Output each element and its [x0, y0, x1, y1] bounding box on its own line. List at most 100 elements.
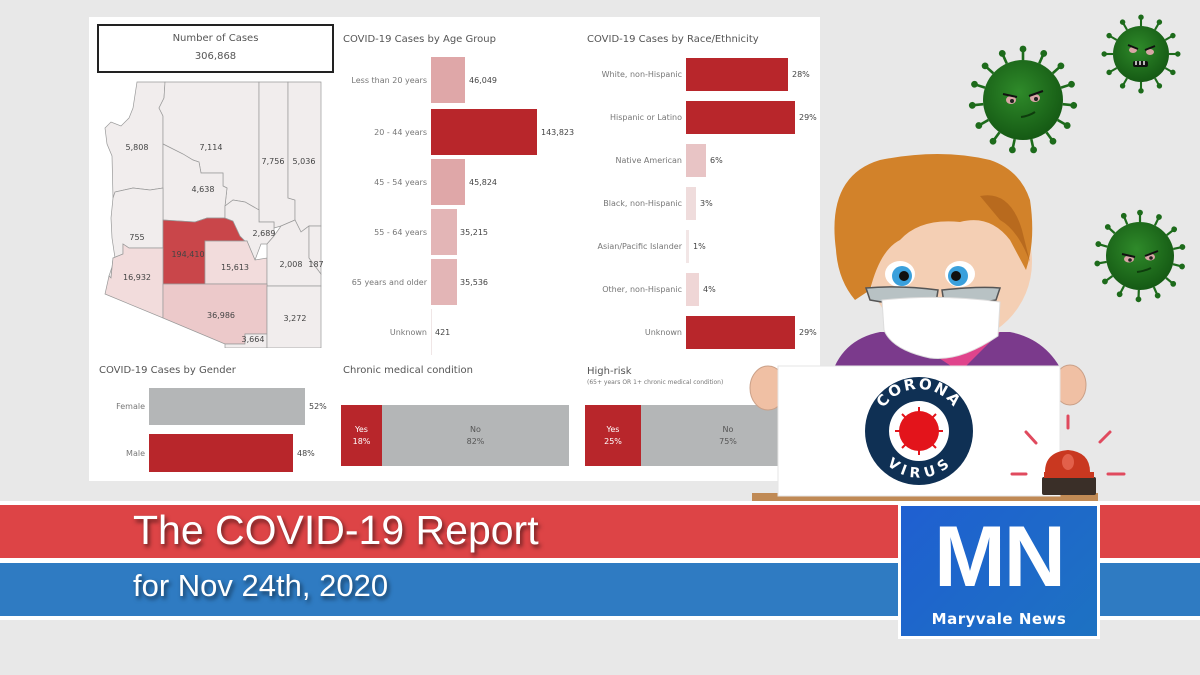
- race-row-label: Hispanic or Latino: [609, 113, 682, 122]
- banner-divider: [0, 558, 1200, 563]
- gender-row-value: 52%: [309, 402, 327, 411]
- gender-row-label: Female: [116, 402, 145, 411]
- highrisk-no-label: No: [722, 424, 734, 434]
- age-row[interactable]: 55 - 64 years 35,215: [374, 209, 631, 255]
- covid-dashboard: Number of Cases 306,868: [89, 17, 820, 481]
- age-row-label: Unknown: [389, 327, 427, 337]
- race-row-value: 1%: [693, 242, 706, 251]
- race-row-label: Unknown: [644, 328, 682, 337]
- chronic-yes-value: 18%: [352, 436, 371, 446]
- arizona-county-map: 5,808 7,114 7,756 5,036 4,638 755 194,41…: [95, 78, 335, 349]
- report-date: for Nov 24th, 2020: [133, 568, 389, 603]
- race-row-label: Other, non-Hispanic: [602, 285, 682, 294]
- age-row-label: 20 - 44 years: [374, 127, 427, 137]
- race-row[interactable]: Unknown 29%: [645, 316, 817, 349]
- race-row-label: Native American: [615, 156, 682, 165]
- age-row[interactable]: Unknown 421: [390, 309, 631, 355]
- gender-row[interactable]: Male 48%: [126, 434, 329, 472]
- virus-icon: [1101, 14, 1181, 94]
- chronic-yes-segment[interactable]: Yes 18%: [341, 405, 382, 466]
- gender-row-value: 48%: [297, 448, 315, 458]
- age-row[interactable]: 65 years and older 35,536: [352, 259, 631, 305]
- sign-text-top: CORONA: [873, 375, 966, 411]
- kpi-title: Number of Cases: [172, 33, 259, 44]
- virus-icon: [968, 45, 1078, 154]
- county-label-yuma: 16,932: [123, 273, 151, 282]
- county-gila[interactable]: [224, 199, 275, 261]
- county-label-greenlee: 187: [308, 260, 323, 269]
- age-row[interactable]: 20 - 44 years 143,823: [374, 109, 631, 155]
- race-row[interactable]: Hispanic or Latino 29%: [610, 101, 817, 134]
- chronic-no-label: No: [470, 424, 481, 434]
- age-row-value: 421: [435, 327, 451, 337]
- age-row-label: Less than 20 years: [351, 75, 427, 85]
- county-label-navajo: 7,756: [262, 157, 285, 166]
- race-row-value: 28%: [792, 70, 810, 79]
- race-row[interactable]: Native American 6%: [615, 144, 816, 177]
- age-row-label: 65 years and older: [351, 277, 427, 287]
- race-row-value: 29%: [799, 113, 817, 122]
- gender-row-label: Male: [126, 448, 145, 458]
- age-bar: [431, 109, 537, 155]
- race-chart-title: COVID-19 Cases by Race/Ethnicity: [587, 34, 759, 45]
- highrisk-yes-segment[interactable]: Yes 25%: [585, 405, 641, 466]
- county-yuma[interactable]: [104, 243, 164, 319]
- maryvale-news-logo[interactable]: MN Maryvale News: [898, 503, 1100, 639]
- race-row[interactable]: Other, non-Hispanic 4%: [602, 273, 816, 306]
- age-row[interactable]: 45 - 54 years 45,824: [374, 159, 631, 205]
- age-row-label: 45 - 54 years: [374, 177, 427, 187]
- gender-row[interactable]: Female 52%: [116, 388, 329, 425]
- virus-icon: [1093, 209, 1186, 303]
- race-bar: [686, 101, 795, 134]
- race-row-value: 29%: [799, 328, 817, 337]
- gender-bar: [149, 388, 305, 425]
- age-row-label: 55 - 64 years: [374, 227, 427, 237]
- county-label-santa-cruz: 3,664: [242, 335, 265, 344]
- race-row[interactable]: Black, non-Hispanic 3%: [603, 187, 816, 220]
- kpi-value: 306,868: [194, 51, 237, 62]
- county-label-mohave: 5,808: [126, 143, 149, 152]
- race-bar: [686, 58, 788, 91]
- banner-divider: [0, 501, 1200, 505]
- race-row-label: White, non-Hispanic: [601, 70, 682, 79]
- highrisk-no-value: 75%: [719, 436, 737, 446]
- chronic-stacked-bar: Yes 18% No 82%: [341, 405, 569, 466]
- age-bar: [431, 209, 457, 255]
- age-row[interactable]: Less than 20 years 46,049: [351, 57, 631, 103]
- race-row[interactable]: Asian/Pacific Islander 1%: [597, 230, 816, 263]
- race-bar: [686, 144, 706, 177]
- corona-virus-sign: CORONA VIRUS: [777, 365, 1061, 497]
- county-label-maricopa: 194,410: [171, 250, 204, 259]
- sign-text-bottom: VIRUS: [884, 455, 954, 482]
- chronic-chart-title: Chronic medical condition: [343, 365, 473, 376]
- age-bar: [431, 57, 465, 103]
- gender-chart-title: COVID-19 Cases by Gender: [99, 365, 236, 376]
- highrisk-no-segment[interactable]: No 75%: [641, 405, 815, 466]
- age-bar: [431, 159, 465, 205]
- race-row[interactable]: White, non-Hispanic 28%: [602, 58, 816, 91]
- age-bar: [431, 309, 432, 355]
- age-row-value: 143,823: [541, 127, 575, 137]
- logo-letters: MN: [934, 509, 1066, 605]
- chronic-no-segment[interactable]: No 82%: [382, 405, 569, 466]
- county-mohave[interactable]: [104, 81, 166, 199]
- chronic-no-value: 82%: [466, 436, 485, 446]
- highrisk-chart-title: High-risk: [587, 366, 632, 377]
- county-label-cochise: 3,272: [284, 314, 307, 323]
- county-greenlee[interactable]: [308, 225, 322, 276]
- county-map-svg: 5,808 7,114 7,756 5,036 4,638 755 194,41…: [104, 81, 324, 349]
- race-bar: [686, 273, 699, 306]
- age-row-value: 45,824: [469, 177, 497, 187]
- county-label-coconino: 7,114: [200, 143, 223, 152]
- county-label-la-paz: 755: [129, 233, 144, 242]
- age-chart-title: COVID-19 Cases by Age Group: [343, 34, 496, 45]
- highrisk-yes-label: Yes: [606, 424, 620, 434]
- county-label-graham: 2,008: [280, 260, 303, 269]
- race-row-value: 3%: [700, 199, 713, 208]
- race-bar: [686, 316, 795, 349]
- age-bar: [431, 259, 457, 305]
- county-label-pinal: 15,613: [221, 263, 249, 272]
- county-label-pima: 36,986: [207, 311, 235, 320]
- kpi-number-of-cases: Number of Cases 306,868: [97, 24, 334, 73]
- age-row-value: 46,049: [469, 75, 497, 85]
